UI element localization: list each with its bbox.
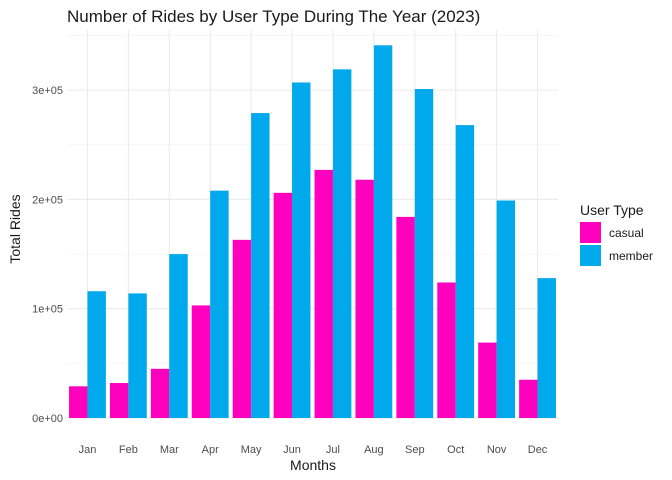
x-tick-label: May [241, 444, 262, 456]
legend: User Type casual member [580, 202, 653, 266]
legend-swatch-casual [580, 222, 601, 243]
bar-casual-mar [150, 368, 170, 418]
bar-member-nov [496, 200, 516, 418]
bar-member-mar [169, 254, 188, 418]
bar-casual-jun [273, 192, 293, 418]
bar-casual-feb [109, 383, 129, 418]
bar-casual-jul [314, 169, 333, 418]
chart-title: Number of Rides by User Type During The … [67, 7, 480, 26]
y-axis-ticks: 0e+00 1e+05 2e+05 3e+05 [32, 85, 63, 425]
bar-casual-nov [478, 342, 497, 418]
bar-member-aug [373, 45, 393, 419]
y-tick-label: 3e+05 [32, 85, 63, 97]
bars [69, 45, 556, 419]
bar-casual-dec [519, 379, 538, 418]
x-tick-label: Dec [528, 444, 548, 456]
x-tick-label: Jul [326, 444, 340, 456]
bar-member-may [251, 113, 270, 418]
bar-casual-jan [69, 386, 88, 418]
bar-member-jun [292, 82, 311, 418]
legend-label-member: member [609, 249, 653, 263]
bar-member-sep [414, 89, 434, 419]
x-axis-title: Months [290, 457, 336, 473]
x-tick-label: Jun [283, 444, 301, 456]
bar-member-apr [210, 190, 229, 418]
x-tick-label: Aug [364, 444, 384, 456]
y-axis-title: Total Rides [7, 194, 23, 263]
bar-member-oct [455, 125, 475, 418]
x-tick-label: Nov [487, 444, 507, 456]
x-tick-label: Feb [119, 444, 138, 456]
bar-casual-aug [355, 179, 374, 418]
bar-casual-may [232, 239, 252, 418]
bar-casual-apr [191, 305, 211, 418]
legend-swatch-member [580, 245, 601, 266]
x-tick-label: Sep [405, 444, 425, 456]
legend-label-casual: casual [609, 226, 644, 240]
bar-casual-sep [396, 216, 415, 418]
bar-member-dec [537, 278, 556, 418]
bar-member-jan [87, 291, 106, 418]
x-tick-label: Mar [160, 444, 179, 456]
x-tick-label: Oct [447, 444, 464, 456]
legend-title: User Type [580, 202, 644, 218]
x-axis-ticks: Jan Feb Mar Apr May Jun Jul Aug Sep Oct Nov Dec [79, 444, 548, 456]
bar-member-jul [332, 69, 352, 418]
y-tick-label: 2e+05 [32, 194, 63, 206]
y-tick-label: 1e+05 [32, 304, 63, 316]
x-tick-label: Jan [79, 444, 97, 456]
y-tick-label: 0e+00 [32, 413, 63, 425]
x-tick-label: Apr [202, 444, 219, 456]
bar-member-feb [128, 293, 147, 418]
bar-casual-oct [437, 282, 456, 418]
